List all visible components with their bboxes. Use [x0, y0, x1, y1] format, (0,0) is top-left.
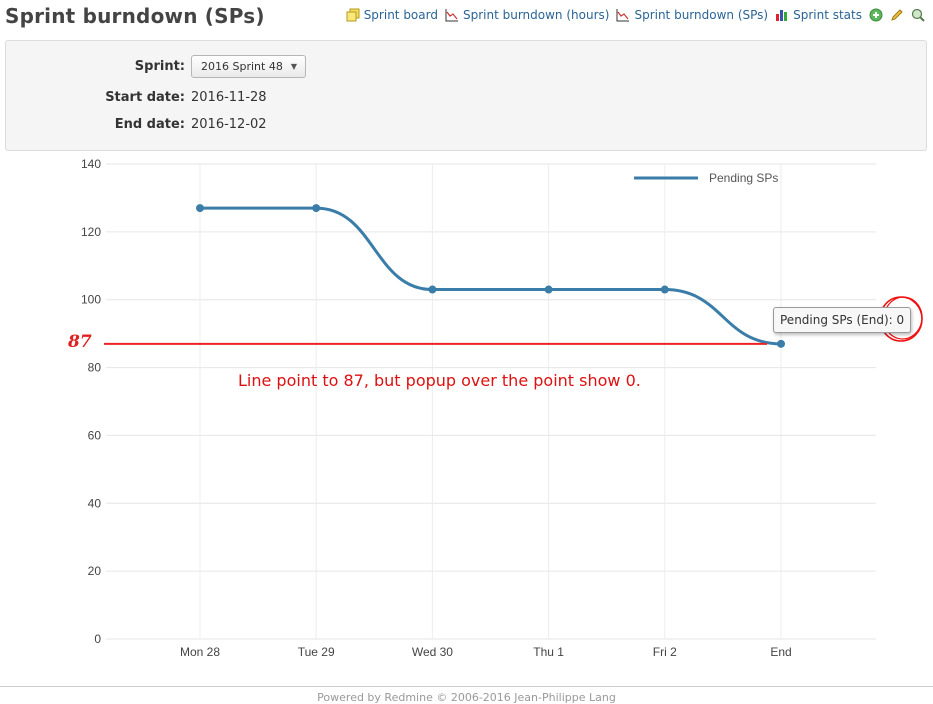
sprint-filter-panel: Sprint: 2016 Sprint 48 ▼ Start date: 201… [5, 40, 927, 151]
add-icon[interactable] [869, 8, 883, 22]
sprint-board-link[interactable]: Sprint board [346, 8, 438, 22]
series-line-pending-sps [200, 206, 782, 346]
data-point [196, 204, 204, 213]
y-tick-label: 140 [81, 157, 101, 171]
end-date-label: End date: [114, 117, 185, 132]
burndown-chart-icon [445, 9, 458, 22]
legend-label: Pending SPs [709, 171, 778, 185]
settings-magnify-icon[interactable] [911, 8, 925, 22]
chevron-down-icon: ▼ [290, 62, 297, 71]
data-point [544, 285, 553, 294]
burndown-sps-label: Sprint burndown (SPs) [634, 8, 769, 22]
sprint-row: Sprint: 2016 Sprint 48 ▼ [6, 55, 306, 78]
sprint-stats-link[interactable]: Sprint stats [775, 8, 862, 22]
data-point [777, 339, 785, 348]
x-tick-label: End [770, 645, 791, 659]
sprint-select-value: 2016 Sprint 48 [201, 60, 283, 73]
sprint-board-icon [346, 8, 360, 22]
burndown-hours-label: Sprint burndown (hours) [462, 8, 610, 22]
sprint-label: Sprint: [134, 59, 185, 74]
burndown-sps-link[interactable]: Sprint burndown (SPs) [616, 8, 768, 22]
burndown-hours-link[interactable]: Sprint burndown (hours) [445, 8, 609, 22]
chart-tooltip: Pending SPs (End): 0 [773, 307, 912, 333]
y-tick-label: 0 [94, 632, 101, 646]
edit-pencil-icon[interactable] [890, 8, 904, 22]
y-tick-label: 80 [88, 361, 102, 375]
x-tick-label: Thu 1 [533, 645, 564, 659]
data-point [428, 285, 437, 294]
page-title: Sprint burndown (SPs) [5, 4, 265, 28]
sprint-select[interactable]: 2016 Sprint 48 ▼ [191, 55, 306, 78]
y-tick-label: 100 [81, 293, 101, 307]
start-date-value: 2016-11-28 [191, 90, 267, 105]
footer-divider [0, 686, 933, 687]
bar-chart-icon [776, 10, 788, 21]
x-tick-label: Wed 30 [412, 645, 453, 659]
y-tick-label: 20 [88, 564, 102, 578]
sprint-stats-label: Sprint stats [793, 8, 862, 22]
end-date-value: 2016-12-02 [191, 117, 267, 132]
footer: Powered by Redmine © 2006-2016 Jean-Phil… [317, 691, 616, 704]
toolbar: Sprint board Sprint burndown (hours) Spr… [346, 8, 925, 22]
x-tick-label: Tue 29 [298, 645, 335, 659]
x-tick-label: Fri 2 [653, 645, 677, 659]
start-date-row: Start date: 2016-11-28 [6, 90, 267, 105]
y-tick-label: 120 [81, 225, 101, 239]
y-tick-label: 40 [88, 496, 102, 510]
annotation-text: Line point to 87, but popup over the poi… [238, 371, 641, 390]
y-tick-label: 60 [88, 428, 102, 442]
end-date-row: End date: 2016-12-02 [6, 117, 267, 132]
sprint-board-label: Sprint board [363, 8, 438, 22]
burndown-chart-icon [616, 9, 630, 22]
data-point [312, 204, 321, 213]
x-tick-label: Mon 28 [180, 645, 220, 659]
reference-line-label: 87 [68, 332, 92, 352]
data-point [660, 285, 669, 294]
start-date-label: Start date: [105, 90, 185, 105]
burndown-chart: 0 20 40 60 80 100 120 140 Mon 28 Tue 29 Wed 30 Thu … [81, 157, 923, 659]
